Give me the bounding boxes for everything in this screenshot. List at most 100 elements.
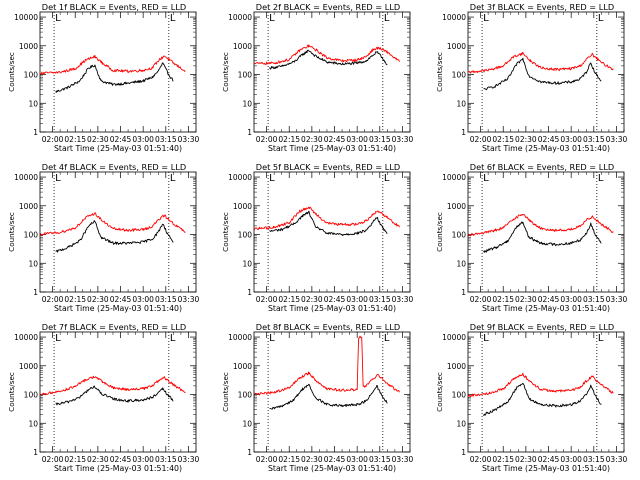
events-series-line bbox=[483, 57, 602, 91]
y-tick-label: 100 bbox=[238, 391, 253, 400]
x-tick-label: 02:30 bbox=[301, 455, 323, 464]
y-tick-label: 100 bbox=[452, 391, 467, 400]
events-series-line bbox=[55, 385, 174, 406]
lld-series-line bbox=[468, 213, 614, 237]
x-tick-label: 02:00 bbox=[470, 455, 492, 464]
x-tick-label: 03:15 bbox=[583, 135, 605, 144]
x-tick-label: 02:00 bbox=[256, 295, 278, 304]
y-tick-label: 1000 bbox=[19, 42, 38, 51]
x-tick-label: 02:00 bbox=[470, 295, 492, 304]
x-tick-label: 03:15 bbox=[155, 295, 177, 304]
x-tick-label: 02:45 bbox=[538, 135, 560, 144]
x-tick-label: 03:00 bbox=[346, 295, 368, 304]
y-tick-label: 10000 bbox=[228, 173, 252, 182]
y-tick-label: 10 bbox=[28, 99, 38, 108]
detector-panel: Det 9f BLACK = Events, RED = LLD 1 10 100 10… bbox=[435, 322, 627, 473]
x-axis-label: Start Time (25-May-03 01:51:40) bbox=[268, 304, 396, 313]
lld-series-line bbox=[40, 375, 186, 396]
x-tick-label: 03:30 bbox=[606, 295, 628, 304]
x-tick-label: 02:45 bbox=[110, 135, 132, 144]
y-tick-label: 10 bbox=[28, 259, 38, 268]
events-series-line bbox=[269, 383, 388, 410]
panel-title: Det 9f BLACK = Events, RED = LLD bbox=[470, 322, 614, 332]
x-tick-label: 03:30 bbox=[606, 455, 628, 464]
lld-series-line bbox=[468, 51, 614, 74]
x-tick-label: 02:15 bbox=[278, 455, 300, 464]
events-series-line bbox=[483, 221, 602, 253]
x-tick-label: 03:15 bbox=[155, 135, 177, 144]
x-tick-label: 02:00 bbox=[256, 135, 278, 144]
x-tick-label: 02:15 bbox=[492, 295, 514, 304]
x-tick-label: 03:00 bbox=[132, 455, 154, 464]
y-tick-label: 100 bbox=[24, 231, 39, 240]
x-tick-label: 03:00 bbox=[346, 135, 368, 144]
y-tick-label: 10000 bbox=[14, 333, 38, 342]
x-tick-label: 02:45 bbox=[110, 455, 132, 464]
y-tick-label: 100 bbox=[24, 391, 39, 400]
y-axis-label: Counts/sec bbox=[7, 372, 16, 412]
detector-panel: Det 1f BLACK = Events, RED = LLD 1 10 100 10… bbox=[7, 2, 199, 153]
y-axis-label: Counts/sec bbox=[221, 212, 230, 252]
plot-frame bbox=[39, 331, 197, 453]
x-tick-label: 03:15 bbox=[583, 455, 605, 464]
detector-panel: Det 6f BLACK = Events, RED = LLD 1 10 100 10… bbox=[435, 162, 627, 313]
y-tick-label: 10 bbox=[242, 419, 252, 428]
x-tick-label: 03:00 bbox=[560, 455, 582, 464]
x-tick-label: 02:15 bbox=[492, 135, 514, 144]
time-marker-label: L bbox=[384, 333, 390, 344]
x-tick-label: 02:15 bbox=[278, 135, 300, 144]
panel-title: Det 3f BLACK = Events, RED = LLD bbox=[470, 2, 614, 12]
x-tick-label: 03:30 bbox=[178, 295, 200, 304]
y-tick-label: 10000 bbox=[442, 333, 466, 342]
x-tick-label: 03:00 bbox=[132, 135, 154, 144]
x-tick-label: 02:30 bbox=[87, 295, 109, 304]
y-tick-label: 10 bbox=[456, 259, 466, 268]
x-tick-label: 03:15 bbox=[369, 295, 391, 304]
y-tick-label: 1 bbox=[247, 288, 252, 297]
y-axis-label: Counts/sec bbox=[435, 372, 444, 412]
x-axis-label: Start Time (25-May-03 01:51:40) bbox=[54, 304, 182, 313]
y-tick-label: 10000 bbox=[228, 333, 252, 342]
y-axis-label: Counts/sec bbox=[7, 52, 16, 92]
x-tick-label: 02:00 bbox=[42, 455, 64, 464]
time-marker-label: L bbox=[170, 13, 176, 24]
x-tick-label: 02:00 bbox=[256, 455, 278, 464]
y-tick-label: 10000 bbox=[228, 13, 252, 22]
x-tick-label: 02:15 bbox=[492, 455, 514, 464]
events-series-line bbox=[55, 62, 174, 93]
y-tick-label: 1 bbox=[461, 448, 466, 457]
x-tick-label: 03:30 bbox=[606, 135, 628, 144]
x-tick-label: 03:15 bbox=[155, 455, 177, 464]
y-tick-label: 100 bbox=[238, 231, 253, 240]
y-tick-label: 1 bbox=[247, 128, 252, 137]
time-marker-label: L bbox=[170, 333, 176, 344]
panel-title: Det 8f BLACK = Events, RED = LLD bbox=[256, 322, 400, 332]
y-tick-label: 10000 bbox=[14, 13, 38, 22]
y-tick-label: 10000 bbox=[14, 173, 38, 182]
time-marker-label: L bbox=[483, 173, 489, 184]
x-tick-label: 03:15 bbox=[369, 455, 391, 464]
x-tick-label: 02:15 bbox=[64, 455, 86, 464]
lld-series-line bbox=[254, 335, 400, 396]
x-tick-label: 02:45 bbox=[538, 295, 560, 304]
y-axis-label: Counts/sec bbox=[221, 372, 230, 412]
y-tick-label: 100 bbox=[452, 71, 467, 80]
time-marker-label: L bbox=[269, 13, 275, 24]
x-tick-label: 02:00 bbox=[42, 295, 64, 304]
x-tick-label: 02:15 bbox=[64, 295, 86, 304]
plot-frame bbox=[467, 11, 625, 133]
x-axis-label: Start Time (25-May-03 01:51:40) bbox=[54, 144, 182, 153]
y-tick-label: 1000 bbox=[447, 42, 466, 51]
panel-title: Det 6f BLACK = Events, RED = LLD bbox=[470, 162, 614, 172]
y-tick-label: 10 bbox=[456, 99, 466, 108]
y-tick-label: 100 bbox=[24, 71, 39, 80]
time-marker-label: L bbox=[55, 13, 61, 24]
panel-title: Det 7f BLACK = Events, RED = LLD bbox=[42, 322, 186, 332]
x-tick-label: 03:00 bbox=[346, 455, 368, 464]
y-tick-label: 1000 bbox=[447, 362, 466, 371]
events-series-line bbox=[483, 382, 602, 417]
time-marker-label: L bbox=[598, 173, 604, 184]
y-axis-label: Counts/sec bbox=[435, 52, 444, 92]
